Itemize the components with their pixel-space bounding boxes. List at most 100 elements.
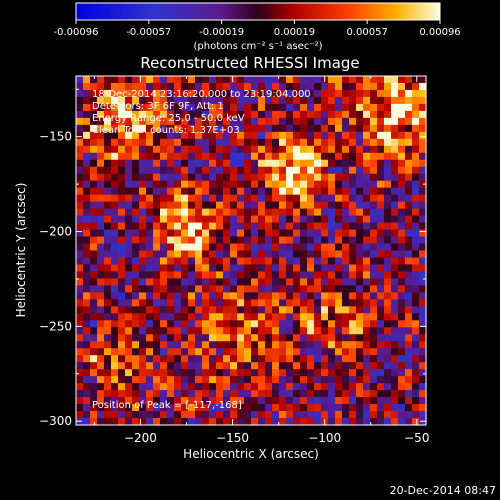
heatmap-cell — [132, 250, 140, 259]
heatmap-cell — [258, 397, 266, 405]
heatmap-cell — [181, 327, 189, 335]
heatmap-cell — [76, 299, 84, 307]
heatmap-cell — [335, 404, 343, 412]
heatmap-cell — [125, 138, 133, 147]
heatmap-cell — [293, 229, 301, 238]
heatmap-cell — [321, 404, 329, 412]
heatmap-cell — [251, 404, 259, 412]
heatmap-cell — [279, 404, 287, 412]
heatmap-cell — [118, 187, 126, 196]
heatmap-cell — [202, 229, 210, 238]
heatmap-cell — [251, 292, 259, 300]
heatmap-cell — [272, 166, 280, 175]
heatmap-cell — [97, 208, 105, 217]
heatmap-cell — [223, 215, 231, 224]
heatmap-cell — [167, 159, 175, 168]
heatmap-cell — [167, 110, 175, 119]
heatmap-cell — [118, 320, 126, 328]
heatmap-cell — [349, 285, 357, 293]
heatmap-cell — [139, 285, 147, 293]
heatmap-cell — [83, 383, 91, 391]
heatmap-cell — [258, 376, 266, 384]
heatmap-cell — [363, 257, 371, 266]
heatmap-cell — [370, 166, 378, 175]
heatmap-cell — [244, 264, 252, 273]
heatmap-cell — [104, 299, 112, 307]
heatmap-cell — [356, 215, 364, 224]
heatmap-cell — [146, 404, 154, 412]
heatmap-cell — [258, 124, 266, 133]
heatmap-cell — [146, 201, 154, 210]
heatmap-cell — [216, 313, 224, 321]
heatmap-cell — [349, 138, 357, 147]
heatmap-cell — [272, 369, 280, 377]
heatmap-cell — [160, 404, 168, 412]
heatmap-cell — [419, 124, 427, 133]
heatmap-cell — [370, 103, 378, 112]
heatmap-cell — [223, 124, 231, 133]
heatmap-cell — [335, 285, 343, 293]
heatmap-cell — [202, 159, 210, 168]
heatmap-cell — [202, 243, 210, 252]
heatmap-cell — [118, 131, 126, 140]
heatmap-cell — [160, 124, 168, 133]
heatmap-cell — [300, 334, 308, 342]
heatmap-cell — [230, 285, 238, 293]
heatmap-cell — [118, 278, 126, 286]
heatmap-cell — [300, 222, 308, 231]
heatmap-cell — [300, 278, 308, 286]
heatmap-cell — [223, 376, 231, 384]
heatmap-cell — [356, 320, 364, 328]
heatmap-cell — [160, 390, 168, 398]
heatmap-cell — [237, 257, 245, 266]
heatmap-cell — [174, 124, 182, 133]
heatmap-cell — [244, 320, 252, 328]
heatmap-cell — [237, 327, 245, 335]
heatmap-cell — [321, 117, 329, 126]
heatmap-cell — [76, 236, 84, 245]
heatmap-cell — [412, 376, 420, 384]
heatmap-cell — [286, 131, 294, 140]
heatmap-cell — [118, 201, 126, 210]
heatmap-cell — [202, 334, 210, 342]
heatmap-cell — [90, 320, 98, 328]
heatmap-cell — [125, 236, 133, 245]
heatmap-cell — [216, 173, 224, 182]
heatmap-cell — [104, 173, 112, 182]
heatmap-cell — [83, 82, 91, 91]
heatmap-cell — [370, 285, 378, 293]
heatmap-cell — [209, 355, 217, 363]
heatmap-cell — [111, 194, 119, 203]
heatmap-cell — [174, 271, 182, 280]
heatmap-cell — [293, 145, 301, 154]
heatmap-cell — [300, 194, 308, 203]
heatmap-cell — [328, 306, 336, 314]
heatmap-cell — [195, 278, 203, 286]
heatmap-cell — [405, 243, 413, 252]
heatmap-cell — [188, 194, 196, 203]
heatmap-cell — [188, 369, 196, 377]
heatmap-cell — [153, 180, 161, 189]
heatmap-cell — [223, 257, 231, 266]
heatmap-cell — [153, 355, 161, 363]
heatmap-cell — [223, 208, 231, 217]
heatmap-cell — [237, 418, 245, 426]
heatmap-cell — [146, 411, 154, 419]
heatmap-cell — [97, 369, 105, 377]
heatmap-cell — [258, 285, 266, 293]
heatmap-cell — [398, 215, 406, 224]
heatmap-cell — [419, 222, 427, 231]
heatmap-cell — [398, 110, 406, 119]
heatmap-cell — [384, 299, 392, 307]
heatmap-cell — [349, 355, 357, 363]
heatmap-cell — [125, 292, 133, 300]
heatmap-cell — [300, 390, 308, 398]
heatmap-cell — [377, 117, 385, 126]
heatmap-cell — [293, 110, 301, 119]
heatmap-cell — [167, 194, 175, 203]
heatmap-cell — [384, 180, 392, 189]
heatmap-cell — [279, 145, 287, 154]
heatmap-cell — [174, 173, 182, 182]
heatmap-cell — [223, 236, 231, 245]
heatmap-cell — [398, 89, 406, 98]
